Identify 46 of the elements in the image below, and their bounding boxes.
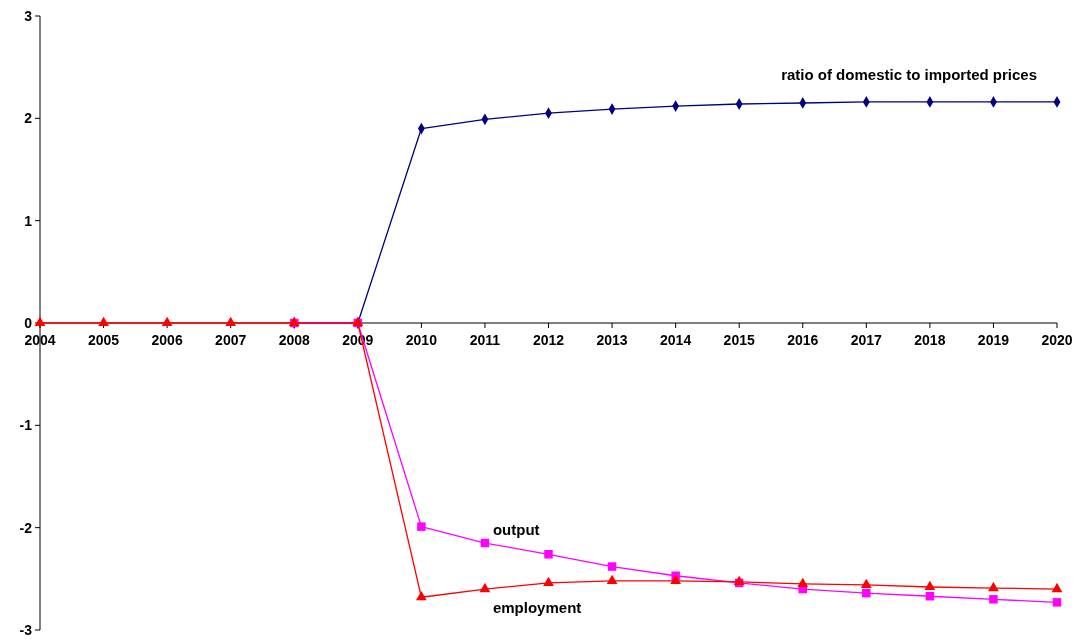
point xyxy=(988,581,999,592)
point xyxy=(544,550,553,559)
y-tick-label: 3 xyxy=(24,7,33,24)
x-tick-label: 2015 xyxy=(723,332,755,348)
x-tick-label: 2020 xyxy=(1041,332,1073,348)
point xyxy=(1052,598,1062,607)
x-tick-label: 2014 xyxy=(660,332,692,348)
series-label: employment xyxy=(492,599,582,617)
x-tick-label: 2013 xyxy=(596,332,628,348)
y-tick-label: -1 xyxy=(19,417,33,434)
point xyxy=(989,595,998,604)
y-tick-label: -3 xyxy=(19,621,33,638)
series-label: output xyxy=(492,521,540,539)
point xyxy=(670,574,681,584)
point xyxy=(1051,582,1063,593)
y-tick-label: 0 xyxy=(24,314,33,331)
point xyxy=(607,562,617,571)
point xyxy=(479,582,491,593)
point xyxy=(34,316,46,327)
x-tick-label: 2008 xyxy=(278,332,311,348)
point xyxy=(161,316,173,327)
y-tick-label: -2 xyxy=(19,519,33,536)
x-tick-label: 2004 xyxy=(24,332,56,348)
x-tick-label: 2010 xyxy=(405,332,438,348)
point xyxy=(225,316,237,327)
point xyxy=(98,316,109,327)
x-tick-label: 2016 xyxy=(787,332,819,348)
y-tick-label: 2 xyxy=(24,110,33,127)
point xyxy=(862,588,871,598)
point xyxy=(417,522,426,531)
point xyxy=(416,591,427,601)
series-label: ratio of domestic to imported prices xyxy=(781,65,1037,83)
x-tick-label: 2017 xyxy=(850,332,883,348)
x-tick-label: 2005 xyxy=(87,332,120,348)
x-tick-label: 2019 xyxy=(977,332,1010,348)
point xyxy=(860,578,872,589)
point xyxy=(543,576,554,587)
point xyxy=(797,577,809,588)
x-tick-label: 2007 xyxy=(215,332,247,348)
x-tick-label: 2012 xyxy=(532,332,565,348)
x-tick-label: 2011 xyxy=(469,332,501,348)
x-tick-label: 2018 xyxy=(914,332,946,348)
y-tick-label: 1 xyxy=(24,212,33,229)
point xyxy=(606,574,618,584)
x-tick-label: 2006 xyxy=(151,332,183,348)
point xyxy=(924,580,936,591)
